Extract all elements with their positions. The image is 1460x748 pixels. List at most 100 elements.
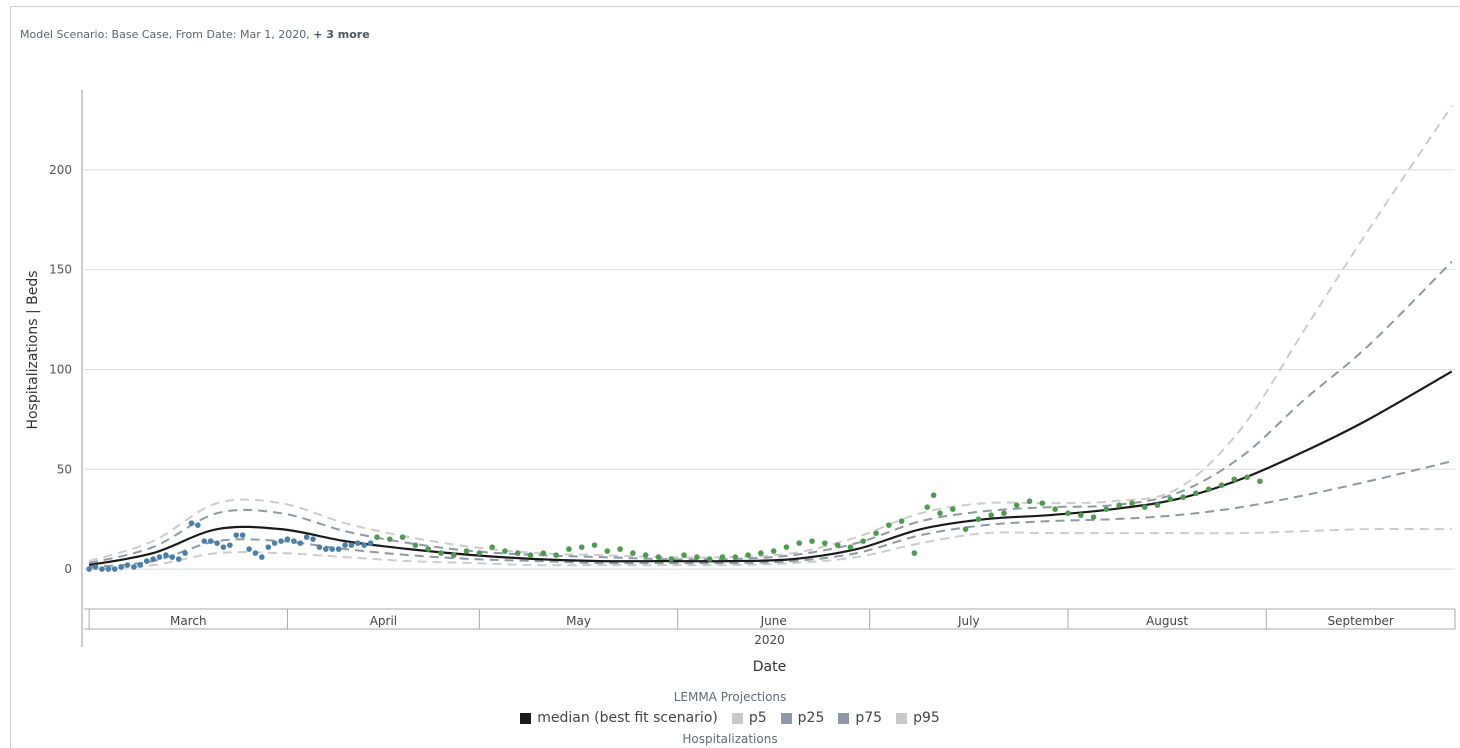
month-tick-label: March — [170, 614, 207, 628]
observed-point — [335, 546, 342, 552]
y-tick-label: 200 — [49, 163, 72, 177]
more-filters-link[interactable]: + 3 more — [313, 28, 370, 41]
observed-point — [1193, 490, 1199, 497]
observed-point — [617, 546, 623, 552]
y-tick-label: 50 — [57, 462, 72, 476]
observed-point — [387, 536, 393, 542]
observed-point — [220, 544, 227, 550]
observed-point — [1129, 500, 1135, 507]
observed-point — [412, 542, 419, 548]
chart-frame — [10, 6, 1460, 748]
observed-point — [438, 550, 444, 556]
observed-point — [425, 546, 431, 552]
observed-point — [604, 548, 611, 554]
observed-point — [86, 566, 92, 572]
legend-label: p5 — [748, 710, 767, 726]
observed-point — [1218, 482, 1225, 489]
observed-point — [822, 540, 828, 546]
observed-point — [195, 522, 201, 528]
observed-point — [342, 542, 348, 548]
observed-point — [450, 552, 457, 558]
observed-point — [348, 542, 355, 548]
legend-swatch — [520, 712, 532, 724]
legend-swatch — [838, 712, 850, 724]
legend-item-p5[interactable]: p5 — [731, 710, 767, 726]
legend-label: p25 — [797, 710, 825, 726]
observed-point — [1039, 500, 1046, 507]
observed-point — [310, 536, 316, 542]
observed-point — [886, 522, 892, 528]
observed-point — [188, 520, 195, 526]
legend: median (best fit scenario) p5 p25 p75 p95 — [0, 710, 1460, 726]
observed-point — [111, 566, 118, 572]
observed-point — [399, 534, 406, 540]
legend-item-median[interactable]: median (best fit scenario) — [520, 710, 718, 726]
observed-point — [214, 540, 220, 546]
observed-point — [937, 510, 943, 516]
observed-point — [668, 556, 675, 562]
observed-point — [527, 552, 534, 558]
observed-point — [1141, 504, 1148, 510]
observed-point — [1013, 502, 1020, 508]
observed-point — [975, 516, 982, 522]
observed-point — [745, 552, 751, 558]
observed-point — [706, 556, 713, 562]
filter-text: Model Scenario: Base Case, From Date: Ma… — [20, 28, 314, 41]
observed-point — [374, 534, 380, 540]
legend-label: p95 — [913, 710, 940, 726]
legend-item-p95[interactable]: p95 — [896, 710, 940, 726]
observed-point — [1116, 502, 1122, 508]
observed-point — [758, 550, 764, 556]
observed-point — [367, 540, 374, 546]
observed-point — [1065, 510, 1071, 516]
observed-point — [873, 530, 879, 536]
observed-point — [233, 532, 240, 538]
observed-point — [329, 546, 336, 552]
legend-item-p75[interactable]: p75 — [838, 710, 882, 726]
month-tick-label: June — [760, 614, 787, 628]
series-line-p95 — [88, 105, 1453, 563]
observed-point — [1180, 494, 1186, 501]
observed-point — [1090, 514, 1097, 520]
observed-point — [169, 554, 176, 560]
x-axis-label: Date — [753, 659, 786, 675]
observed-point — [655, 554, 662, 560]
observed-point — [92, 564, 99, 570]
observed-point — [566, 546, 572, 552]
observed-point — [719, 554, 726, 560]
legend-swatch — [780, 712, 792, 724]
observed-point — [540, 550, 547, 556]
observed-point — [323, 546, 329, 552]
filter-summary[interactable]: Model Scenario: Base Case, From Date: Ma… — [20, 28, 370, 41]
observed-point — [259, 554, 265, 560]
month-tick-label: July — [957, 614, 980, 628]
observed-point — [988, 512, 994, 518]
observed-point — [591, 542, 598, 548]
series-line-p25 — [89, 460, 1453, 569]
observed-point — [150, 556, 156, 562]
observed-point — [1244, 474, 1250, 481]
series-line-p5 — [89, 528, 1452, 571]
y-tick-label: 100 — [49, 362, 72, 376]
observed-point — [1103, 506, 1110, 512]
observed-point — [514, 550, 521, 556]
observed-point — [105, 566, 112, 572]
observed-point — [642, 552, 649, 558]
y-tick-label: 0 — [64, 562, 72, 576]
observed-point — [732, 554, 739, 560]
observed-point — [201, 538, 208, 544]
legend-label: median (best fit scenario) — [537, 710, 718, 726]
observed-point — [252, 550, 259, 556]
observed-point — [124, 562, 131, 568]
observed-point — [143, 558, 150, 564]
observed-point — [118, 564, 124, 570]
observed-point — [847, 544, 854, 550]
observed-point — [924, 504, 931, 510]
observed-point — [681, 552, 687, 558]
observed-point — [898, 518, 905, 524]
observed-point — [156, 554, 163, 560]
observed-point — [1026, 498, 1033, 505]
legend-item-p25[interactable]: p25 — [780, 710, 825, 726]
legend-title: LEMMA Projections — [673, 690, 787, 704]
